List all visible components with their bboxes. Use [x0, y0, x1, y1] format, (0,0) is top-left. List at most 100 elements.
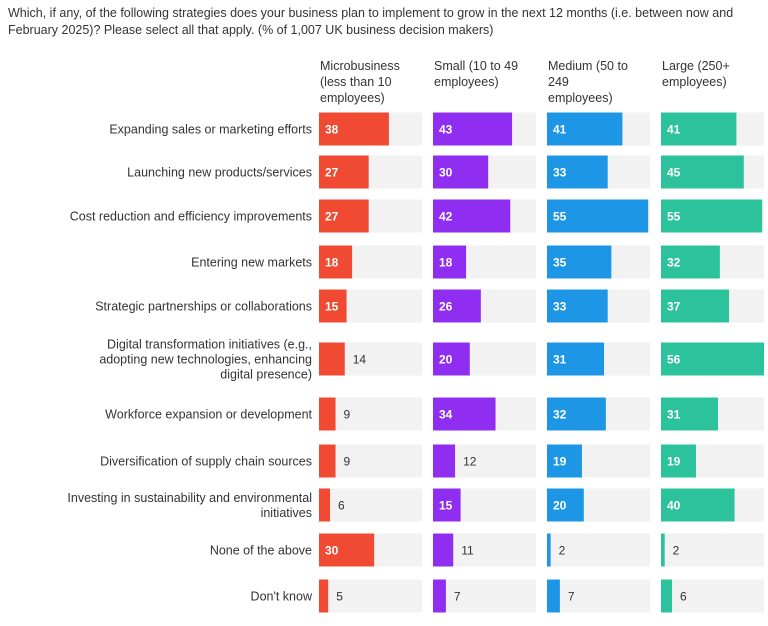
bar-small-10-to-49 [433, 579, 446, 613]
data-label: 26 [439, 300, 453, 314]
bar-large-250 [661, 245, 720, 279]
bar-small-10-to-49 [433, 533, 454, 567]
category-label: None of the above [210, 544, 312, 558]
bar-medium-50-to [547, 289, 608, 323]
data-label: 32 [667, 256, 681, 270]
data-label: 56 [667, 353, 681, 367]
data-label: 55 [553, 210, 567, 224]
category-label: Launching new products/services [127, 166, 312, 180]
data-label: 2 [559, 544, 566, 558]
data-label: 45 [667, 166, 681, 180]
data-label: 34 [439, 408, 453, 422]
bar-large-250 [661, 342, 764, 376]
data-label: 18 [439, 256, 453, 270]
data-label: 5 [336, 590, 343, 604]
series-header-microbusiness: employees) [320, 91, 385, 105]
bar-medium-50-to [547, 199, 649, 233]
bar-track [319, 579, 422, 613]
bar-large-250 [661, 533, 665, 567]
bar-microbusiness [319, 289, 347, 323]
data-label: 32 [553, 408, 567, 422]
bar-large-250 [661, 289, 730, 323]
bar-track [433, 579, 536, 613]
category-label: Workforce expansion or development [105, 408, 312, 422]
data-label: 33 [553, 166, 567, 180]
series-header-large-250: employees) [662, 75, 727, 89]
data-label: 14 [353, 353, 367, 367]
bar-track [319, 444, 422, 478]
bar-medium-50-to [547, 397, 606, 431]
bar-medium-50-to [547, 155, 608, 189]
bar-large-250 [661, 579, 673, 613]
data-label: 37 [667, 300, 681, 314]
data-label: 20 [553, 499, 567, 513]
bar-track [661, 579, 764, 613]
bar-large-250 [661, 397, 719, 431]
data-label: 20 [439, 353, 453, 367]
bar-large-250 [661, 155, 744, 189]
data-label: 12 [463, 455, 477, 469]
bar-medium-50-to [547, 488, 584, 522]
data-label: 15 [325, 300, 339, 314]
data-label: 35 [553, 256, 567, 270]
data-label: 42 [439, 210, 453, 224]
bar-medium-50-to [547, 579, 560, 613]
bar-microbusiness [319, 579, 329, 613]
category-label: Cost reduction and efficiency improvemen… [70, 210, 312, 224]
data-label: 31 [667, 408, 681, 422]
category-label: digital presence) [220, 368, 312, 382]
category-label: Investing in sustainability and environm… [67, 491, 312, 505]
data-label: 27 [325, 166, 339, 180]
bar-medium-50-to [547, 245, 612, 279]
bar-small-10-to-49 [433, 488, 461, 522]
data-label: 6 [338, 499, 345, 513]
series-header-microbusiness: Microbusiness [320, 59, 400, 73]
bar-large-250 [661, 199, 763, 233]
bar-microbusiness [319, 488, 331, 522]
bar-microbusiness [319, 112, 389, 146]
data-label: 38 [325, 123, 339, 137]
series-header-medium-50-to: Medium (50 to [548, 59, 628, 73]
data-label: 31 [553, 353, 567, 367]
data-label: 9 [344, 455, 351, 469]
series-header-medium-50-to: 249 [548, 75, 569, 89]
series-header-medium-50-to: employees) [548, 91, 613, 105]
bar-track [319, 397, 422, 431]
data-label: 19 [553, 455, 567, 469]
series-header-microbusiness: (less than 10 [320, 75, 392, 89]
bar-track [319, 488, 422, 522]
data-label: 7 [568, 590, 575, 604]
bar-small-10-to-49 [433, 245, 467, 279]
category-label: Entering new markets [191, 256, 312, 270]
data-label: 33 [553, 300, 567, 314]
category-label: Don't know [251, 590, 313, 604]
bar-medium-50-to [547, 533, 551, 567]
bar-medium-50-to [547, 444, 582, 478]
data-label: 41 [553, 123, 567, 137]
data-label: 2 [673, 544, 680, 558]
bar-microbusiness [319, 199, 369, 233]
bar-large-250 [661, 112, 737, 146]
series-header-small-10-to-49: employees) [434, 75, 499, 89]
series-header-large-250: Large (250+ [662, 59, 730, 73]
bar-track [661, 533, 764, 567]
series-header-small-10-to-49: Small (10 to 49 [434, 59, 518, 73]
data-label: 15 [439, 499, 453, 513]
bar-large-250 [661, 488, 735, 522]
bar-microbusiness [319, 397, 336, 431]
data-label: 30 [325, 544, 339, 558]
bar-microbusiness [319, 533, 375, 567]
bar-small-10-to-49 [433, 199, 511, 233]
bar-small-10-to-49 [433, 155, 489, 189]
bar-microbusiness [319, 342, 345, 376]
bar-small-10-to-49 [433, 112, 513, 146]
data-label: 43 [439, 123, 453, 137]
data-label: 6 [680, 590, 687, 604]
data-label: 11 [461, 544, 474, 558]
data-label: 27 [325, 210, 339, 224]
bar-small-10-to-49 [433, 342, 470, 376]
bar-track [547, 533, 650, 567]
category-label: initiatives [261, 506, 312, 520]
data-label: 9 [344, 408, 351, 422]
data-label: 40 [667, 499, 681, 513]
